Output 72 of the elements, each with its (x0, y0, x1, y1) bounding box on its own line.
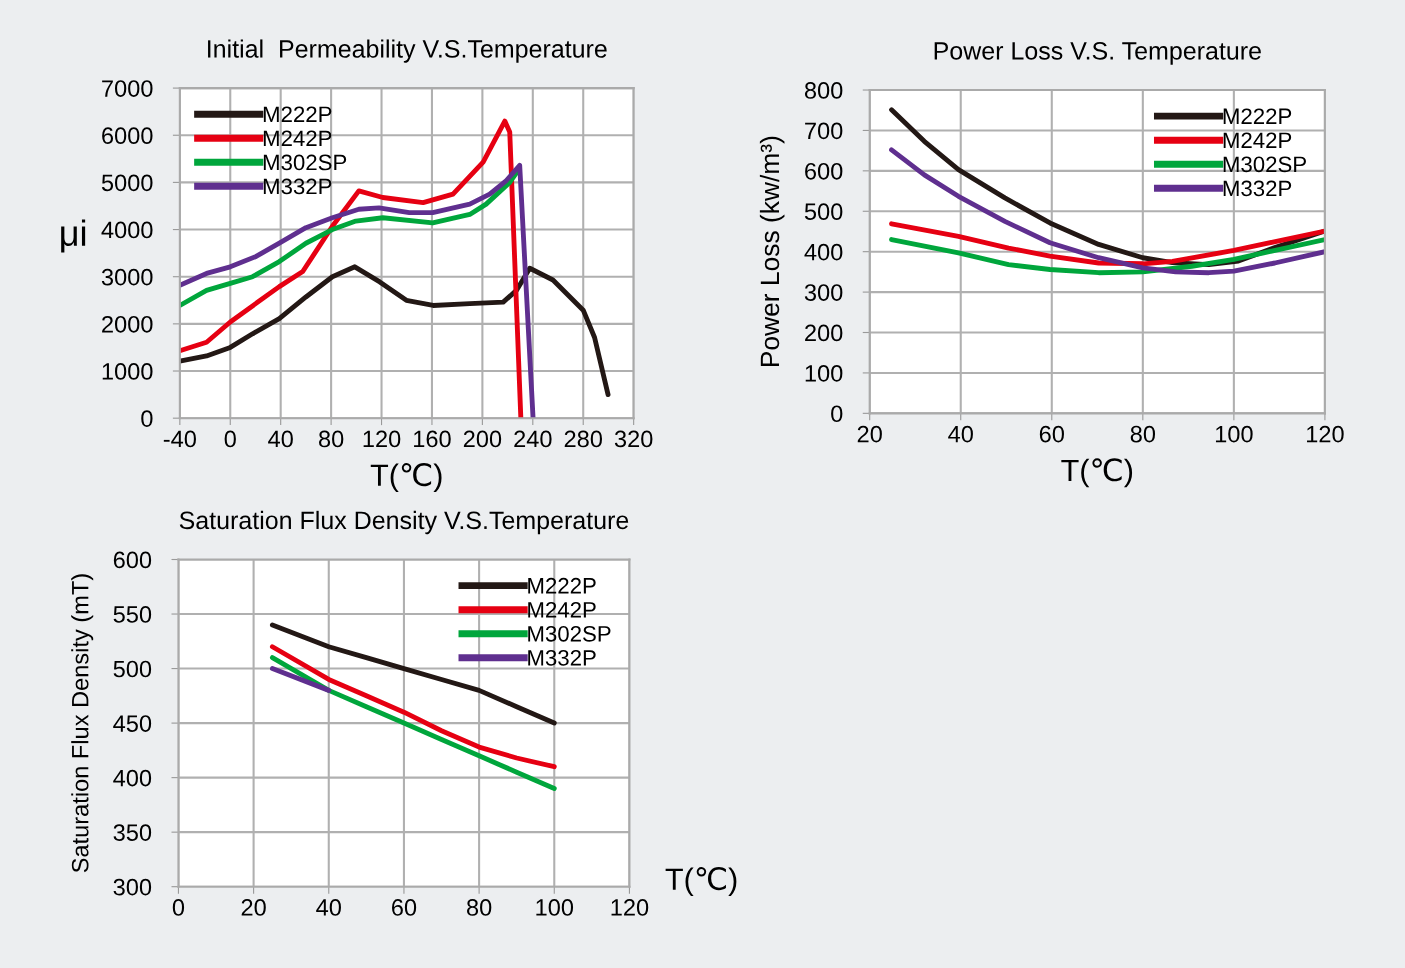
legend-label: M222P (1223, 108, 1292, 124)
x-tick-label: 80 (1130, 425, 1156, 443)
x-tick-label: 320 (614, 430, 653, 448)
y-tick-label: 500 (113, 660, 152, 678)
x-tick-label: 60 (392, 899, 417, 916)
x-axis-title: T(℃) (1061, 458, 1133, 488)
y-tick-label: 800 (804, 82, 843, 99)
line-series (179, 264, 611, 398)
y-tick-label: 5000 (101, 174, 153, 192)
x-tick-label: 80 (319, 430, 344, 448)
legend-label: M302SP (263, 154, 347, 171)
x-tick-label: 100 (1215, 425, 1253, 443)
y-tick-label: 400 (804, 243, 843, 261)
y-tick-label: 4000 (101, 221, 153, 239)
x-tick-label: 120 (363, 430, 401, 448)
y-tick-label: 3000 (101, 268, 153, 286)
x-tick-label: -40 (163, 430, 196, 448)
y-tick-label: 700 (805, 122, 843, 140)
x-tick-label: 40 (316, 899, 341, 916)
y-tick-label: 100 (805, 364, 843, 382)
y-tick-label: 6000 (102, 127, 153, 145)
y-tick-label: 300 (804, 284, 843, 301)
x-tick-label: 200 (463, 430, 502, 448)
legend-label: M302SP (528, 625, 611, 642)
x-axis-title: T(℃) (370, 463, 442, 493)
x-tick-label: 40 (268, 430, 293, 448)
legend-label: M222P (528, 577, 596, 594)
x-tick-label: 160 (414, 430, 451, 448)
y-axis-title: Power Loss (kw/m³) (759, 136, 785, 367)
x-tick-label: 0 (172, 899, 185, 916)
y-tick-label: 550 (113, 606, 152, 623)
y-tick-label: 1000 (102, 363, 153, 380)
legend-label: M332P (528, 650, 596, 666)
line-series (889, 237, 1325, 276)
x-tick-label: 100 (536, 899, 574, 916)
legend-label: M332P (1223, 180, 1292, 197)
chart-title: Initial Permeability V.S.Temperature (208, 39, 607, 63)
x-tick-label: 60 (1039, 425, 1064, 443)
legend-label: M222P (263, 106, 332, 122)
y-tick-label: 200 (805, 324, 843, 342)
x-tick-label: 0 (224, 430, 236, 448)
x-tick-label: 80 (467, 899, 492, 916)
y-tick-label: 2000 (102, 315, 153, 333)
x-tick-label: 240 (514, 430, 552, 448)
y-tick-label: 7000 (102, 80, 153, 97)
y-tick-label: 300 (113, 878, 152, 896)
y-tick-label: 600 (113, 551, 152, 569)
x-axis-title: T(℃) (665, 867, 737, 897)
chart-title: Power Loss V.S. Temperature (934, 42, 1261, 65)
y-axis-title: Saturation Flux Density (mT) (71, 574, 94, 873)
line-series (889, 147, 1325, 276)
y-tick-label: 0 (831, 405, 843, 423)
y-tick-label: 500 (804, 203, 843, 221)
x-tick-label: 20 (857, 425, 882, 443)
y-tick-label: 400 (113, 769, 152, 787)
x-tick-label: 120 (611, 899, 649, 916)
legend-label: M302SP (1223, 156, 1306, 173)
y-tick-label: 600 (805, 162, 843, 180)
x-tick-label: 120 (1307, 425, 1344, 443)
legend-label: M242P (1223, 132, 1292, 148)
y-tick-label: 450 (113, 715, 152, 732)
x-tick-label: 40 (948, 425, 973, 443)
legend-label: M242P (263, 130, 332, 147)
legend-label: M242P (528, 601, 596, 618)
chart-title: Saturation Flux Density V.S.Temperature (179, 510, 629, 535)
y-axis-title: μi (61, 219, 86, 253)
x-tick-label: 280 (564, 430, 603, 448)
x-tick-label: 20 (241, 899, 266, 916)
legend-label: M332P (263, 178, 332, 195)
y-tick-label: 350 (113, 824, 152, 841)
line-series (889, 221, 1325, 267)
y-tick-label: 0 (141, 410, 153, 427)
